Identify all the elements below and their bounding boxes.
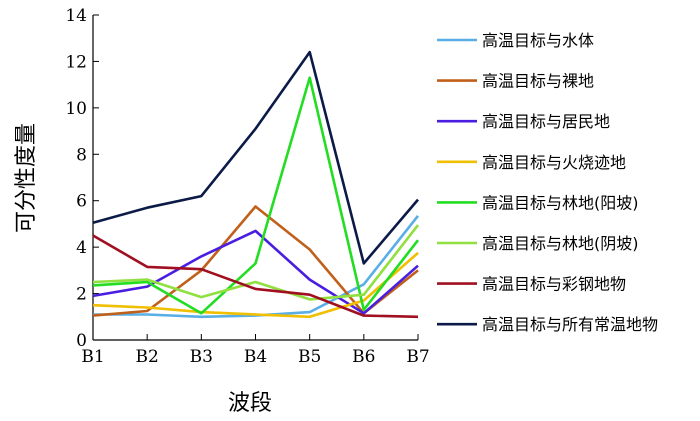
series-layer <box>92 50 420 319</box>
legend-label: 高温目标与彩钢地物 <box>482 275 626 294</box>
y-tick-label: 2 <box>76 285 87 305</box>
legend-label: 高温目标与林地(阴坡) <box>482 234 639 253</box>
x-tick-label: B7 <box>406 347 429 367</box>
y-tick-label: 12 <box>65 52 87 72</box>
x-tick-label: B6 <box>352 347 375 367</box>
series-line-8 <box>92 50 419 265</box>
legend-label: 高温目标与居民地 <box>482 112 610 131</box>
legend-label: 高温目标与裸地 <box>482 72 594 91</box>
y-tick-label: 6 <box>76 192 87 212</box>
legend-label: 高温目标与水体 <box>482 31 594 50</box>
series-line-3 <box>92 229 419 315</box>
series-line-5 <box>92 76 420 315</box>
axes: 0 2 4 6 8 10 12 14 B1 B2 B3 B4 B5 B6 B7 <box>65 6 429 367</box>
legend-label: 高温目标与火烧迹地 <box>482 153 626 172</box>
y-tick-label: 8 <box>76 145 87 165</box>
x-tick-label: B1 <box>81 347 104 367</box>
series-line-4 <box>92 251 419 319</box>
x-tick-label: B3 <box>190 347 213 367</box>
x-axis-title: 波段 <box>228 391 272 416</box>
y-tick-label: 14 <box>65 6 87 26</box>
y-tick-label: 0 <box>76 331 87 351</box>
x-tick-label: B4 <box>244 347 267 367</box>
y-tick-label: 4 <box>76 238 87 258</box>
y-axis-title: 可分性度量 <box>14 123 39 233</box>
y-tick-label: 10 <box>65 99 87 119</box>
legend-label: 高温目标与所有常温地物 <box>482 315 658 334</box>
series-line-6 <box>92 224 420 301</box>
legend-label: 高温目标与林地(阳坡) <box>482 193 639 212</box>
x-tick-label: B5 <box>298 347 321 367</box>
series-line-7 <box>92 234 419 319</box>
x-tick-label: B2 <box>136 347 159 367</box>
legend: 高温目标与水体高温目标与裸地高温目标与居民地高温目标与火烧迹地高温目标与林地(阳… <box>437 31 658 334</box>
